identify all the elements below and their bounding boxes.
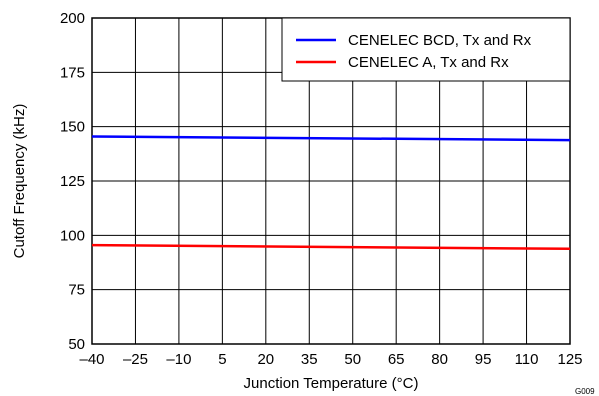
x-tick-label: –10 bbox=[166, 351, 191, 368]
legend-label: CENELEC BCD, Tx and Rx bbox=[348, 32, 532, 49]
y-tick-label: 200 bbox=[60, 10, 85, 27]
x-tick-label: 50 bbox=[344, 351, 361, 368]
y-tick-labels: 50 75 100 125 150 175 200 bbox=[60, 10, 85, 353]
series-line-2 bbox=[91, 243, 571, 251]
x-tick-label: 65 bbox=[388, 351, 405, 368]
series-lines bbox=[91, 135, 571, 251]
x-tick-label: 20 bbox=[257, 351, 274, 368]
y-tick-label: 75 bbox=[68, 282, 85, 299]
y-tick-label: 125 bbox=[60, 173, 85, 190]
x-tick-label: 125 bbox=[557, 351, 582, 368]
figure-id: G009 bbox=[575, 387, 595, 396]
x-axis-title: Junction Temperature (°C) bbox=[244, 375, 419, 392]
legend-box bbox=[281, 17, 571, 82]
y-tick-label: 150 bbox=[60, 119, 85, 136]
x-tick-label: 95 bbox=[475, 351, 492, 368]
y-axis-title: Cutoff Frequency (kHz) bbox=[11, 104, 28, 259]
x-tick-label: –40 bbox=[79, 351, 104, 368]
series-line-1 bbox=[91, 135, 571, 142]
y-tick-label: 100 bbox=[60, 227, 85, 244]
x-tick-labels: –40 –25 –10 5 20 35 50 65 80 95 110 125 bbox=[79, 351, 582, 368]
x-tick-label: 35 bbox=[301, 351, 318, 368]
legend-label: CENELEC A, Tx and Rx bbox=[348, 54, 509, 71]
x-tick-label: 5 bbox=[218, 351, 226, 368]
x-tick-label: –25 bbox=[123, 351, 148, 368]
y-tick-label: 175 bbox=[60, 64, 85, 81]
x-tick-label: 80 bbox=[431, 351, 448, 368]
x-tick-label: 110 bbox=[515, 351, 539, 368]
legend: CENELEC BCD, Tx and Rx CENELEC A, Tx and … bbox=[281, 17, 571, 82]
y-tick-label: 50 bbox=[68, 336, 85, 353]
